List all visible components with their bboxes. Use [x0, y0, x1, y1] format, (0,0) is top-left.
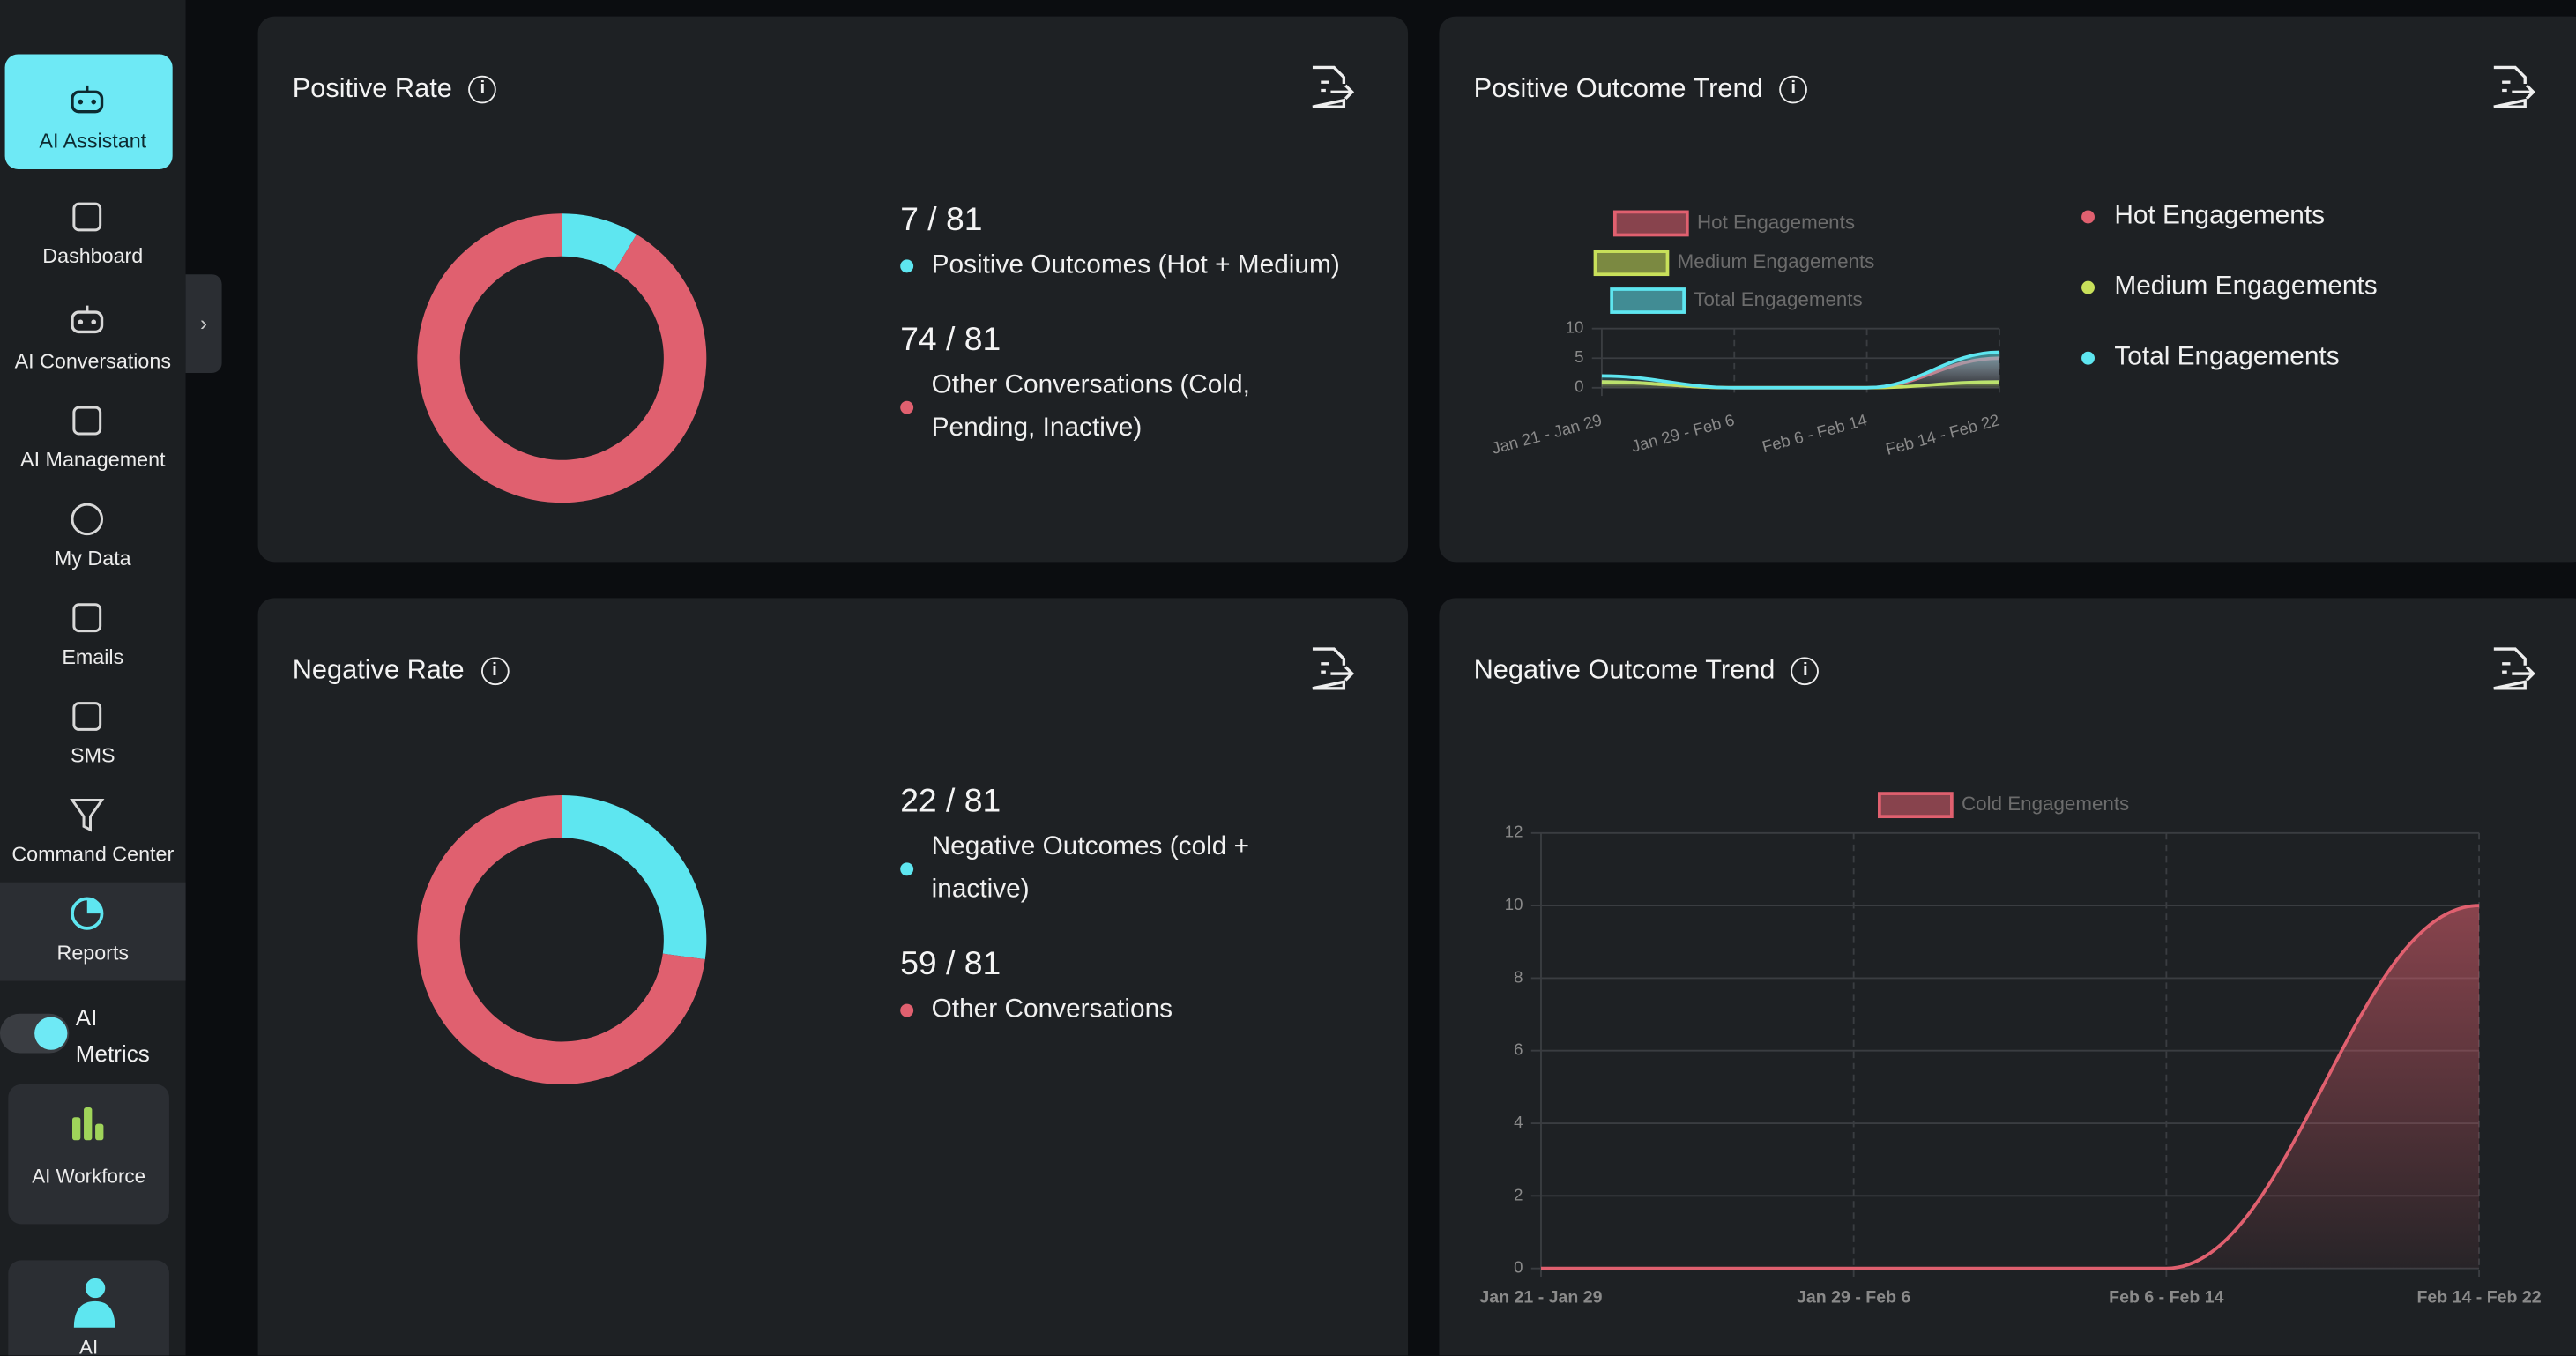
- legend-label: Other Conversations (Cold, Pending, Inac…: [931, 371, 1250, 443]
- value-label: 59 / 81: [900, 946, 1001, 983]
- legend-dot: [900, 862, 914, 876]
- legend-item: Negative Outcomes (cold + inactive): [900, 826, 1286, 912]
- legend-dot: [2081, 280, 2095, 294]
- nav-item[interactable]: SMS: [71, 744, 115, 768]
- legend-item: Other Conversations (Cold, Pending, Inac…: [900, 365, 1286, 451]
- info-icon[interactable]: i: [468, 75, 497, 104]
- value-label: 7 / 81: [900, 202, 983, 239]
- nav-item[interactable]: Command Center: [11, 842, 175, 867]
- nav-item: AI Workforce: [32, 1165, 146, 1188]
- legend-item: Other Conversations: [900, 989, 1393, 1032]
- nav-item[interactable]: Dashboard: [42, 244, 144, 268]
- nav-item[interactable]: AI Conversations: [14, 349, 171, 374]
- info-icon[interactable]: i: [1791, 657, 1820, 686]
- toggle-label[interactable]: AI Metrics: [75, 1003, 150, 1067]
- workforce-box[interactable]: [8, 1084, 169, 1225]
- nav-item[interactable]: AI Assistant: [39, 130, 147, 153]
- card: [1439, 598, 2576, 1356]
- nav-item[interactable]: AI Management: [20, 448, 166, 472]
- legend-item: Positive Outcomes (Hot + Medium): [900, 245, 1393, 287]
- legend-label: Hot Engagements: [2114, 202, 2326, 230]
- card-title: Positive Outcome Trend: [1473, 73, 1763, 104]
- legend-dot: [900, 1003, 914, 1017]
- info-icon[interactable]: i: [1779, 75, 1808, 104]
- legend-label: Negative Outcomes (cold + inactive): [931, 832, 1250, 904]
- card-title: Negative Outcome Trend: [1473, 655, 1776, 686]
- info-icon[interactable]: i: [480, 657, 509, 686]
- card-title: Negative Rate: [292, 655, 465, 686]
- collapse-tab[interactable]: ›: [185, 274, 222, 374]
- legend-label: Medium Engagements: [2114, 272, 2378, 302]
- legend-label: Positive Outcomes (Hot + Medium): [931, 251, 1340, 279]
- card: [257, 598, 1409, 1356]
- legend-dot: [2081, 351, 2095, 365]
- legend-dot: [900, 400, 914, 414]
- legend-label: Other Conversations: [931, 995, 1173, 1024]
- nav-item[interactable]: My Data: [54, 547, 131, 570]
- value-label: 74 / 81: [900, 322, 1001, 359]
- legend-label: Total Engagements: [2114, 343, 2340, 372]
- card-title: Positive Rate: [292, 73, 452, 104]
- nav-item[interactable]: Emails: [62, 645, 124, 669]
- legend-dot: [900, 259, 914, 273]
- legend-dot: [2081, 210, 2095, 224]
- nav-item: AI: [79, 1336, 99, 1356]
- value-label: 22 / 81: [900, 783, 1001, 820]
- toggle-knob: [34, 1017, 68, 1050]
- nav-item[interactable]: Reports: [56, 941, 130, 965]
